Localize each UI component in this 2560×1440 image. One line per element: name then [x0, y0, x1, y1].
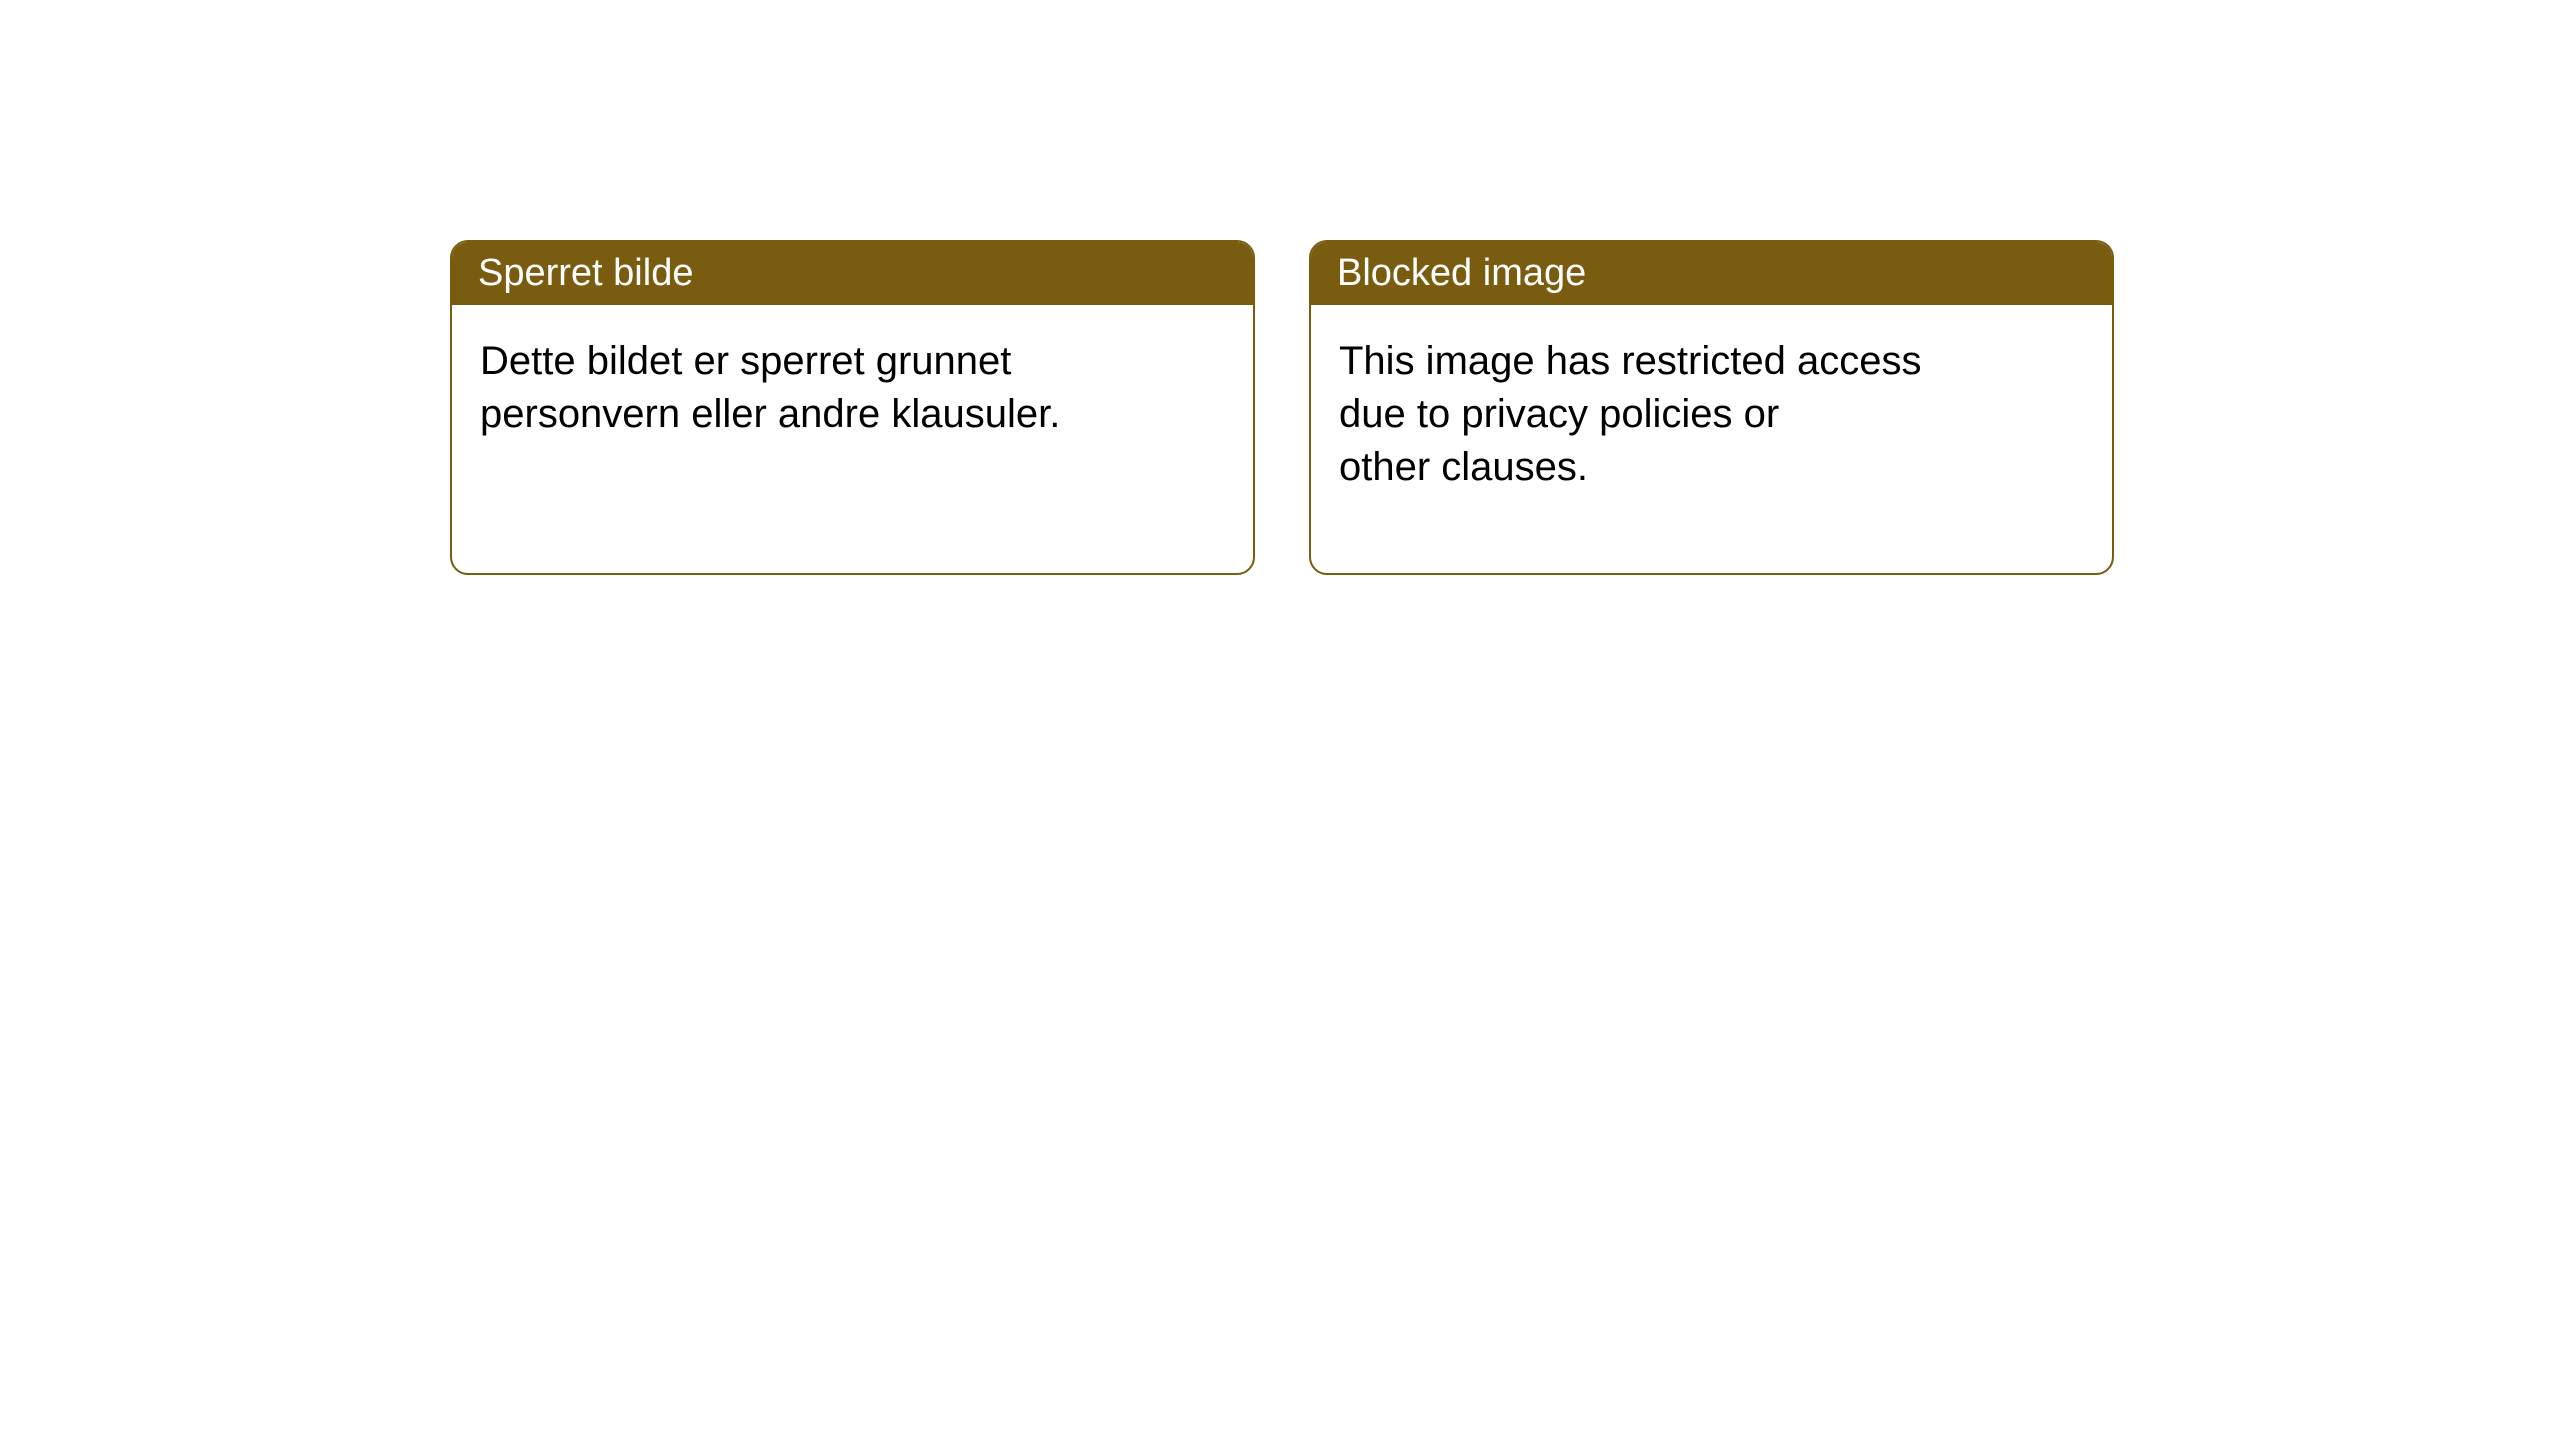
notice-box-english: Blocked image This image has restricted …: [1309, 240, 2114, 575]
notice-body: Dette bildet er sperret grunnet personve…: [452, 305, 1132, 521]
notice-title: Sperret bilde: [452, 242, 1253, 305]
notice-body: This image has restricted access due to …: [1311, 305, 1991, 573]
notice-box-norwegian: Sperret bilde Dette bildet er sperret gr…: [450, 240, 1255, 575]
notice-container: Sperret bilde Dette bildet er sperret gr…: [0, 0, 2560, 575]
notice-title: Blocked image: [1311, 242, 2112, 305]
